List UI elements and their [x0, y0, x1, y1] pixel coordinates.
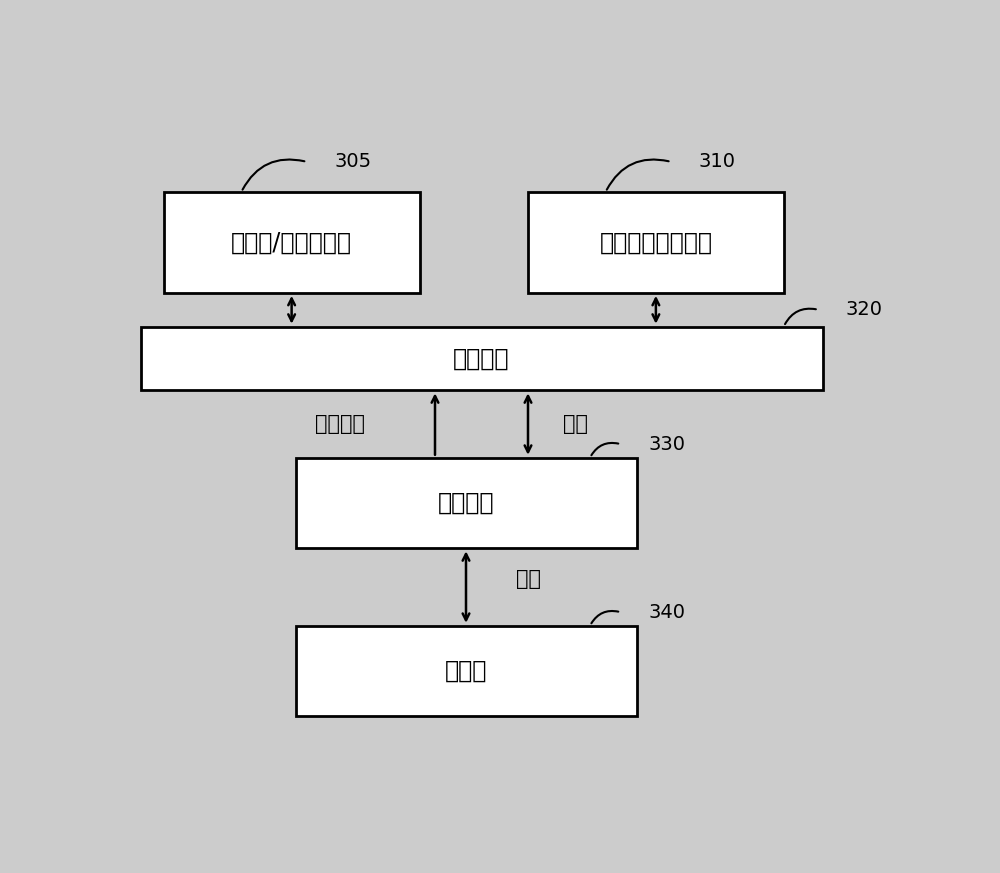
Text: 高速缓存: 高速缓存	[438, 491, 494, 515]
Text: 处理器: 处理器	[445, 659, 487, 683]
Text: 宽输入/输出存储器: 宽输入/输出存储器	[231, 230, 352, 255]
Bar	[528, 192, 784, 293]
Text: 数据: 数据	[516, 568, 541, 588]
Text: 305: 305	[334, 153, 371, 171]
Text: 330: 330	[648, 435, 685, 454]
Bar	[164, 192, 420, 293]
Text: 310: 310	[698, 153, 736, 171]
Text: 340: 340	[648, 602, 685, 622]
Text: 320: 320	[846, 300, 883, 320]
Text: 双数据速率存储器: 双数据速率存储器	[599, 230, 712, 255]
Text: 互连结构: 互连结构	[453, 347, 510, 370]
Bar	[140, 327, 822, 390]
Text: 物理地址: 物理地址	[315, 414, 365, 434]
Bar	[296, 457, 637, 548]
Text: 数据: 数据	[563, 414, 588, 434]
Bar	[296, 626, 637, 717]
